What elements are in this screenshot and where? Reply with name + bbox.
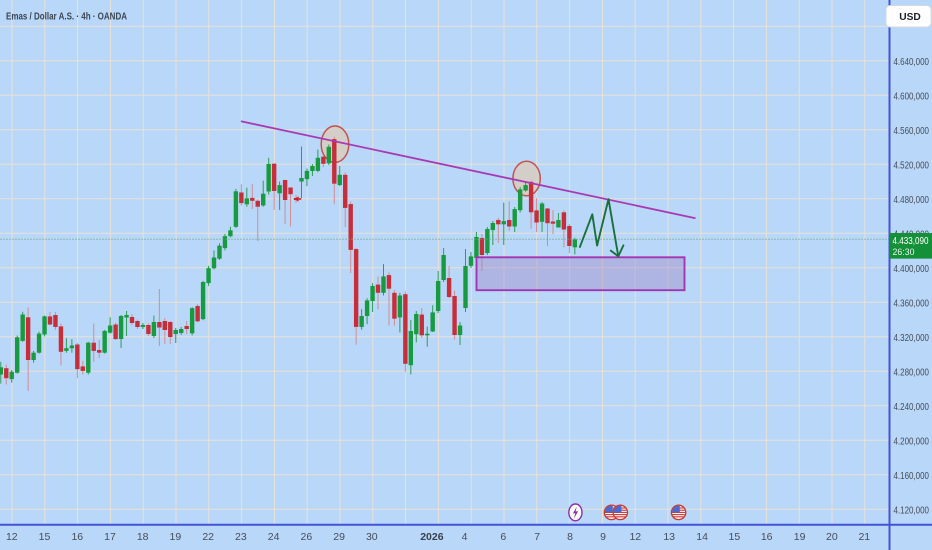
svg-text:2026: 2026 — [420, 531, 444, 543]
svg-text:21: 21 — [858, 531, 870, 543]
svg-text:14: 14 — [696, 531, 708, 543]
svg-text:24: 24 — [268, 531, 280, 543]
svg-text:4.120,000: 4.120,000 — [894, 506, 930, 517]
svg-text:16: 16 — [761, 531, 773, 543]
svg-text:4.433,090: 4.433,090 — [893, 236, 929, 247]
svg-text:22: 22 — [202, 531, 214, 543]
svg-text:19: 19 — [794, 531, 806, 543]
svg-text:4.600,000: 4.600,000 — [894, 92, 930, 103]
svg-text:USD: USD — [899, 11, 921, 23]
svg-text:4.200,000: 4.200,000 — [894, 437, 930, 448]
svg-text:15: 15 — [39, 531, 51, 543]
svg-text:8: 8 — [567, 531, 573, 543]
svg-text:4.160,000: 4.160,000 — [894, 471, 930, 482]
svg-text:4.280,000: 4.280,000 — [894, 368, 930, 379]
svg-text:4.400,000: 4.400,000 — [894, 264, 930, 275]
svg-text:12: 12 — [629, 531, 641, 543]
svg-text:4.520,000: 4.520,000 — [894, 161, 930, 172]
svg-text:20: 20 — [826, 531, 838, 543]
svg-text:18: 18 — [137, 531, 149, 543]
svg-text:30: 30 — [366, 531, 378, 543]
svg-text:4.240,000: 4.240,000 — [894, 402, 930, 413]
svg-text:4.320,000: 4.320,000 — [894, 333, 930, 344]
svg-text:19: 19 — [170, 531, 182, 543]
svg-text:12: 12 — [6, 531, 18, 543]
svg-text:4.480,000: 4.480,000 — [894, 195, 930, 206]
svg-text:17: 17 — [104, 531, 116, 543]
svg-text:9: 9 — [600, 531, 606, 543]
svg-text:26:30: 26:30 — [893, 247, 915, 258]
svg-text:26: 26 — [301, 531, 313, 543]
svg-text:6: 6 — [500, 531, 506, 543]
svg-text:Emas / Dollar A.S. · 4h · OAND: Emas / Dollar A.S. · 4h · OANDA — [6, 12, 127, 23]
svg-text:15: 15 — [729, 531, 741, 543]
svg-text:4: 4 — [462, 531, 468, 543]
svg-text:4.640,000: 4.640,000 — [894, 57, 930, 68]
svg-text:7: 7 — [534, 531, 540, 543]
svg-text:23: 23 — [235, 531, 247, 543]
svg-text:4.560,000: 4.560,000 — [894, 126, 930, 137]
svg-text:13: 13 — [663, 531, 675, 543]
svg-text:29: 29 — [333, 531, 345, 543]
svg-text:16: 16 — [71, 531, 83, 543]
svg-text:4.360,000: 4.360,000 — [894, 299, 930, 310]
